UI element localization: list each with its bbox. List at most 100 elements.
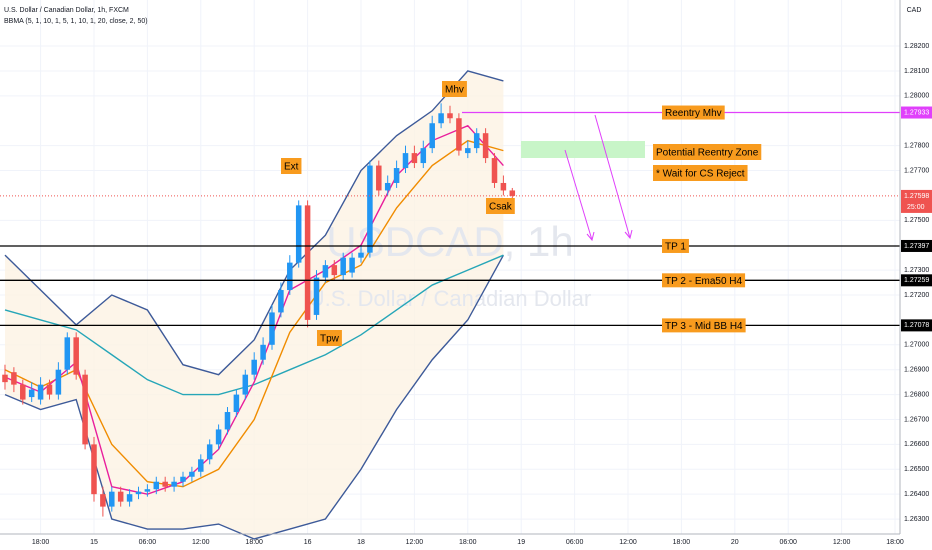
level-price: 1.27933 <box>904 109 929 116</box>
reentry-zone <box>521 141 645 158</box>
arrow <box>594 114 631 239</box>
y-tick-label: 1.26500 <box>904 466 929 473</box>
level-text-bg <box>662 105 725 120</box>
x-tick-label: 12:00 <box>619 539 637 546</box>
candle-body <box>55 369 62 395</box>
currency: CAD <box>907 7 922 14</box>
candle-body <box>28 389 35 398</box>
last-price-bg <box>901 189 932 213</box>
candle-body <box>180 476 186 482</box>
annotation: Ext <box>284 162 299 173</box>
x-tick-label: 18:00 <box>459 539 477 546</box>
arrow-head <box>624 229 633 240</box>
level-price: 1.27259 <box>904 277 929 284</box>
candle-body <box>153 481 160 490</box>
candle-body <box>411 153 418 164</box>
candle-body <box>233 394 240 413</box>
x-tick-label: 18:00 <box>32 539 50 546</box>
y-tick-label: 1.27500 <box>904 217 929 224</box>
x-tick-label: 20 <box>731 539 739 546</box>
candle-body <box>393 168 400 183</box>
candle-body <box>171 481 177 487</box>
arrows <box>564 114 633 242</box>
indicator-line <box>4 254 505 540</box>
candle-body <box>287 262 293 291</box>
indicator-line <box>4 70 504 376</box>
candle-body <box>215 429 222 445</box>
candle-body <box>206 444 213 460</box>
watermark-name: U.S. Dollar / Canadian Dollar <box>309 286 591 311</box>
candle-body <box>46 384 53 395</box>
y-tick-label: 1.28000 <box>904 93 929 100</box>
x-tick-label: 06:00 <box>566 539 584 546</box>
candle-body <box>429 123 435 149</box>
level-text-bg <box>662 238 689 253</box>
candle-body <box>420 148 427 164</box>
annotation-bg <box>653 144 762 160</box>
annotation-bg <box>317 330 342 346</box>
candle-body <box>91 444 97 495</box>
candle-body <box>331 265 338 276</box>
y-tick-label: 1.26600 <box>904 441 929 448</box>
last-price: 1.27598 <box>904 193 929 200</box>
candle-body <box>20 384 26 400</box>
x-tick-label: 12:00 <box>406 539 424 546</box>
y-tick-label: 1.27800 <box>904 142 929 149</box>
y-tick-label: 1.27700 <box>904 167 929 174</box>
x-tick-label: 12:00 <box>192 539 210 546</box>
annotation: Potential Reentry Zone <box>656 148 759 159</box>
candle-body <box>384 182 391 191</box>
y-tick-label: 1.26400 <box>904 491 929 498</box>
candle-body <box>349 257 355 273</box>
y-tick-label: 1.26800 <box>904 391 929 398</box>
annotation: Mhv <box>445 85 464 96</box>
annotation: Csak <box>489 202 513 213</box>
y-tick-label: 1.27200 <box>904 292 929 299</box>
candle-body <box>313 277 320 315</box>
x-tick-label: 12:00 <box>833 539 851 546</box>
annotation-bg <box>442 81 467 97</box>
level-price-bg <box>901 274 932 287</box>
candle-body <box>224 412 231 430</box>
candle-body <box>73 337 79 375</box>
y-tick-label: 1.27000 <box>904 342 929 349</box>
countdown: 25:00 <box>907 204 925 211</box>
candle-body <box>367 165 373 253</box>
x-tick-label: 06:00 <box>779 539 797 546</box>
y-tick-label: 1.26900 <box>904 367 929 374</box>
candle-body <box>358 252 364 258</box>
x-tick-label: 19 <box>517 539 525 546</box>
indicator-line <box>4 139 504 488</box>
level-text: Reentry Mhv <box>665 108 722 119</box>
indicator-label: BBMA (5, 1, 10, 1, 5, 1, 10, 1, 20, clos… <box>4 18 148 25</box>
candle-body <box>109 491 115 507</box>
candle-body <box>500 182 507 191</box>
candle-body <box>11 372 17 385</box>
candle-body <box>402 153 409 169</box>
annotation-bg <box>281 158 302 174</box>
annotation: Tpw <box>320 334 340 345</box>
y-tick-label: 1.28100 <box>904 68 929 75</box>
level-price-bg <box>901 106 932 119</box>
candle-body <box>37 384 44 400</box>
annotation-bg <box>486 198 515 214</box>
x-tick-label: 06:00 <box>139 539 157 546</box>
candle-body <box>144 489 151 492</box>
x-tick-label: 18 <box>357 539 365 546</box>
candle-body <box>465 148 471 154</box>
candle-body <box>242 374 249 395</box>
candle-body <box>189 471 195 477</box>
candle-body <box>509 190 516 196</box>
candle-body <box>251 359 257 375</box>
level-price: 1.27397 <box>904 243 929 250</box>
level-text: TP 1 <box>665 242 686 253</box>
candle-body <box>64 337 71 370</box>
candle-body <box>82 374 88 445</box>
level-text-bg <box>662 318 746 333</box>
level-text-bg <box>662 273 746 288</box>
chart-title: U.S. Dollar / Canadian Dollar, 1h, FXCM <box>4 7 129 14</box>
candle-body <box>376 165 382 191</box>
candle-body <box>491 158 498 183</box>
candle-body <box>340 257 346 276</box>
